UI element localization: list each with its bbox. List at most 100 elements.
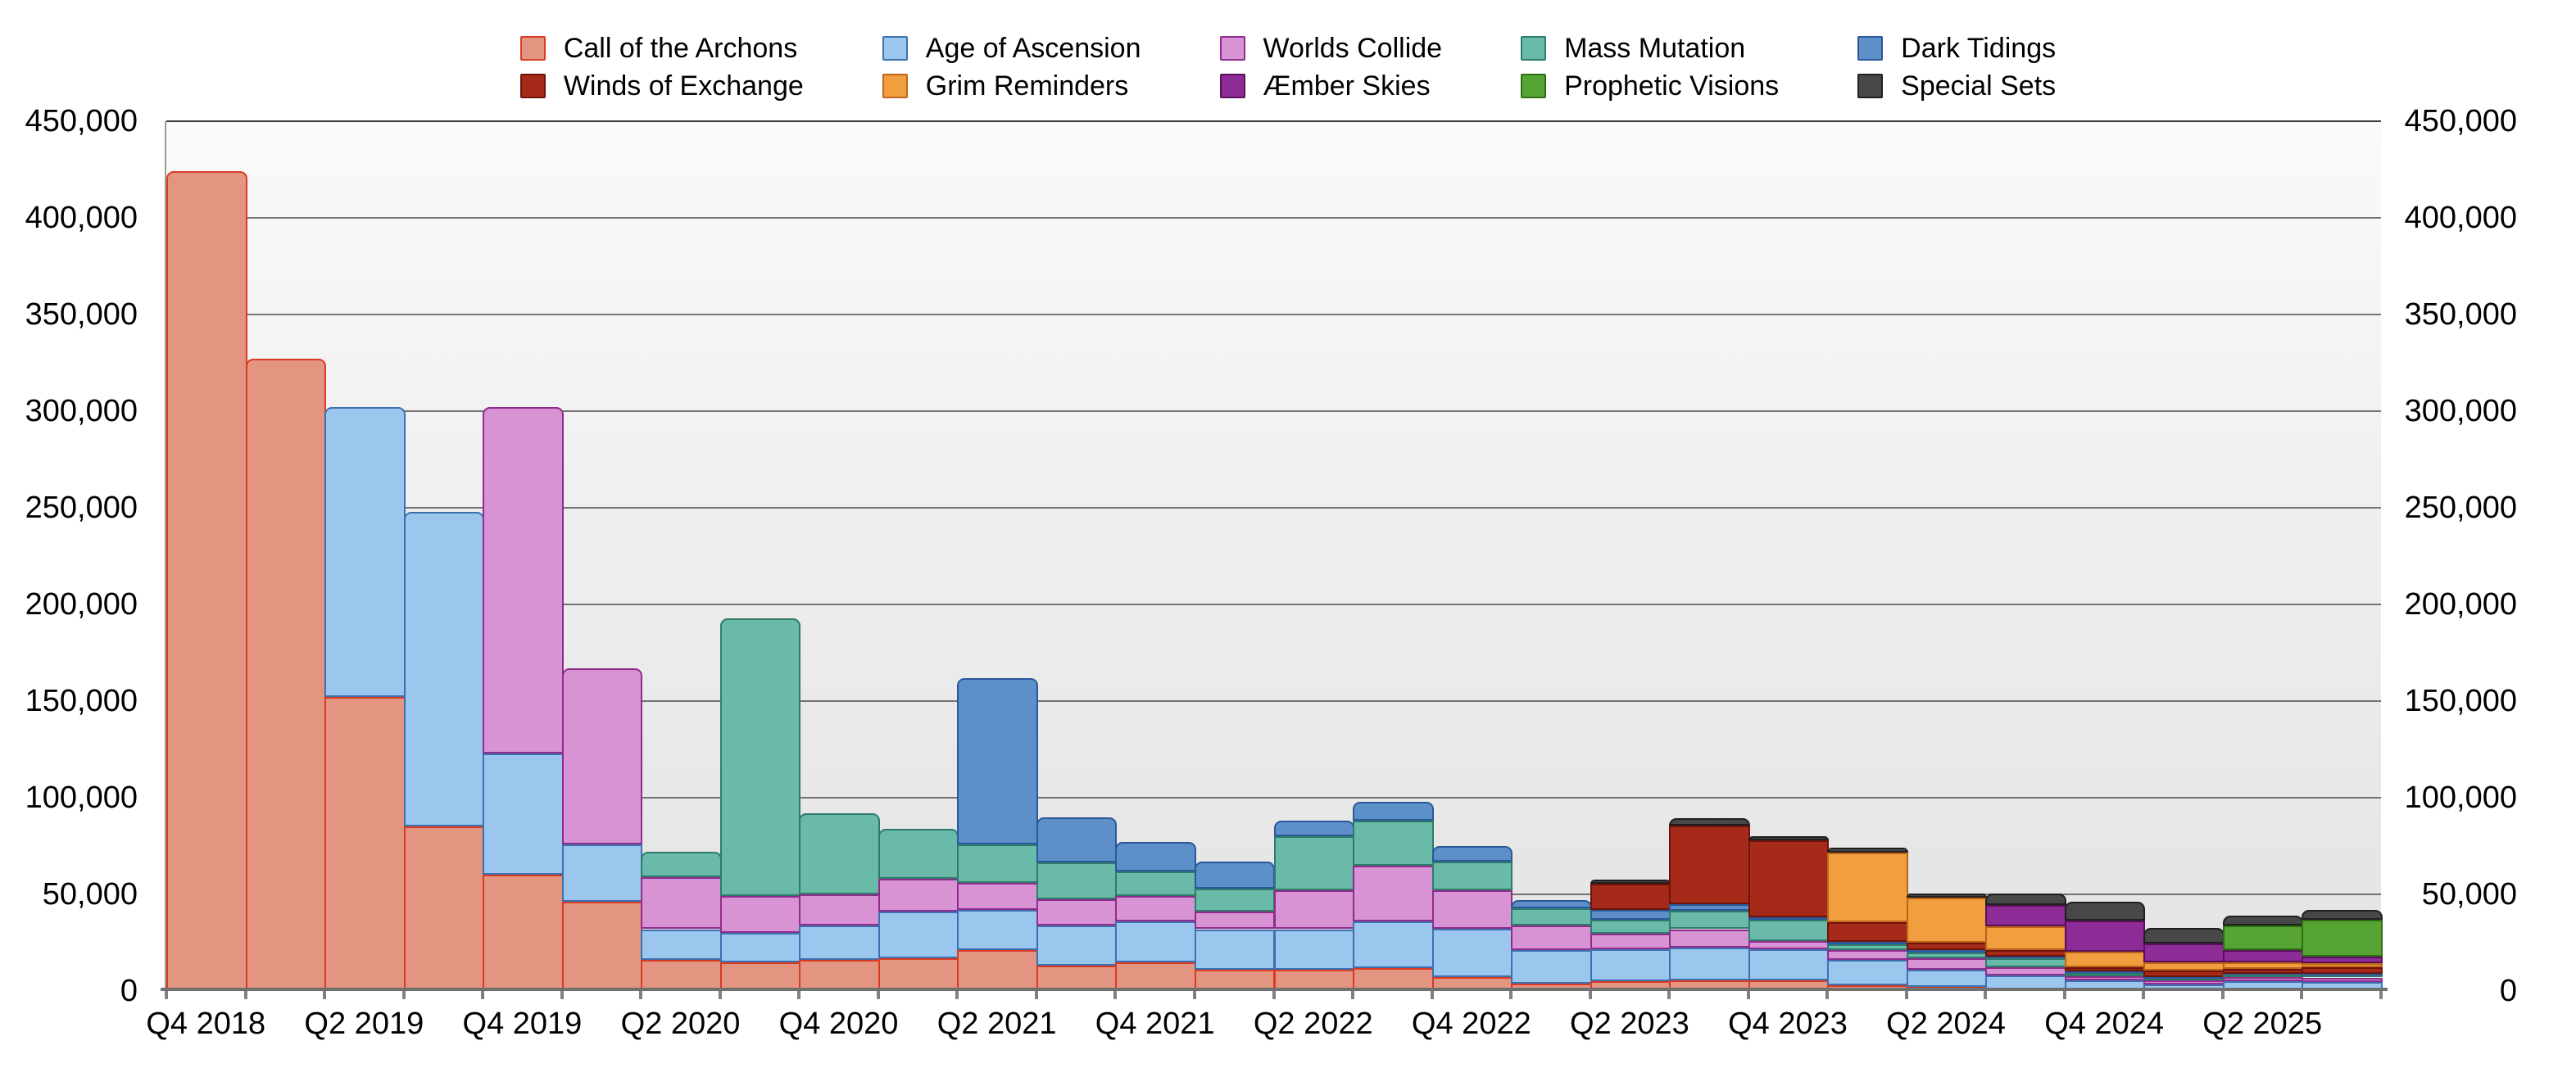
bar-segment[interactable] [1906,943,1988,951]
bar-segment[interactable] [2064,920,2146,952]
bar-segment[interactable] [2302,977,2383,983]
bar-segment[interactable] [483,407,564,753]
bar-segment[interactable] [719,896,801,934]
bar-segment[interactable] [2143,962,2225,971]
bar-segment[interactable] [799,960,880,991]
bar-segment[interactable] [2222,968,2304,974]
bar-segment[interactable] [957,677,1038,844]
bar-segment[interactable] [641,929,722,961]
bar-segment[interactable] [1511,950,1592,984]
bar-segment[interactable] [1827,950,1908,961]
bar-segment[interactable] [799,812,880,894]
bar-segment[interactable] [2143,971,2225,978]
bar-segment[interactable] [2302,909,2383,920]
bar-segment[interactable] [1273,836,1355,891]
bar-segment[interactable] [1036,898,1118,925]
bar-segment[interactable] [1511,900,1592,908]
bar-segment[interactable] [1590,884,1671,910]
bar-segment[interactable] [1748,940,1830,950]
bar-segment[interactable] [1669,911,1750,930]
bar-segment[interactable] [1669,817,1750,826]
bar-segment[interactable] [1431,929,1513,978]
bar-segment[interactable] [1827,941,1908,945]
legend-item[interactable]: Mass Mutation [1521,33,1779,64]
bar-segment[interactable] [1590,880,1671,885]
legend-item[interactable]: Worlds Collide [1219,33,1442,64]
bar-segment[interactable] [2222,950,2304,962]
legend-item[interactable]: Æmber Skies [1219,70,1443,102]
bar-segment[interactable] [1906,897,1988,943]
bar-segment[interactable] [1906,970,1988,988]
bar-segment[interactable] [1827,960,1908,985]
legend-item[interactable]: Grim Reminders [882,70,1141,102]
bar-segment[interactable] [1115,962,1196,991]
bar-segment[interactable] [878,879,959,912]
bar-segment[interactable] [2143,943,2225,962]
bar-segment[interactable] [1827,848,1908,853]
bar-segment[interactable] [1827,944,1908,951]
bar-segment[interactable] [2064,972,2146,977]
bar-segment[interactable] [2222,925,2304,951]
bar-segment[interactable] [1748,949,1830,981]
bar-segment[interactable] [1115,842,1196,871]
bar-segment[interactable] [1985,925,2066,951]
bar-segment[interactable] [957,950,1038,991]
bar-segment[interactable] [878,957,959,991]
bar-segment[interactable] [324,697,406,991]
bar-segment[interactable] [1194,929,1276,971]
bar-segment[interactable] [878,912,959,958]
bar-segment[interactable] [1748,836,1830,840]
bar-segment[interactable] [1906,952,1988,958]
legend-item[interactable]: Winds of Exchange [519,70,804,102]
bar-segment[interactable] [245,359,327,991]
bar-segment[interactable] [719,933,801,962]
bar-segment[interactable] [1431,846,1513,862]
bar-segment[interactable] [641,960,722,991]
bar-segment[interactable] [1906,957,1988,971]
bar-segment[interactable] [1511,925,1592,951]
legend-item[interactable]: Call of the Archons [519,33,804,64]
bar-segment[interactable] [483,753,564,876]
bar-segment[interactable] [1353,801,1434,821]
legend-item[interactable]: Prophetic Visions [1521,70,1779,102]
bar-segment[interactable] [1431,861,1513,891]
bar-segment[interactable] [641,852,722,877]
bar-segment[interactable] [1590,934,1671,950]
bar-segment[interactable] [1036,862,1118,899]
bar-segment[interactable] [878,828,959,880]
bar-segment[interactable] [1194,912,1276,930]
bar-segment[interactable] [1194,888,1276,912]
bar-segment[interactable] [2064,976,2146,981]
bar-segment[interactable] [1906,893,1988,898]
bar-segment[interactable] [1511,907,1592,925]
bar-segment[interactable] [403,511,485,827]
bar-segment[interactable] [1827,922,1908,942]
bar-segment[interactable] [719,962,801,991]
bar-segment[interactable] [641,876,722,930]
bar-segment[interactable] [1590,919,1671,934]
bar-segment[interactable] [2143,928,2225,944]
bar-segment[interactable] [1985,950,2066,957]
bar-segment[interactable] [2302,919,2383,957]
bar-segment[interactable] [2222,974,2304,978]
bar-segment[interactable] [324,407,406,698]
bar-segment[interactable] [1985,966,2066,976]
bar-segment[interactable] [166,171,247,991]
bar-segment[interactable] [2064,951,2146,967]
bar-segment[interactable] [1985,893,2066,905]
bar-segment[interactable] [1353,921,1434,968]
bar-segment[interactable] [1748,839,1830,918]
bar-segment[interactable] [1669,947,1750,981]
bar-segment[interactable] [719,618,801,897]
legend-item[interactable]: Dark Tidings [1857,33,2056,64]
bar-segment[interactable] [1115,871,1196,897]
bar-segment[interactable] [799,925,880,961]
bar-segment[interactable] [561,902,643,991]
bar-segment[interactable] [2222,915,2304,925]
bar-segment[interactable] [1669,826,1750,904]
bar-segment[interactable] [1115,921,1196,962]
bar-segment[interactable] [1590,909,1671,920]
legend-item[interactable]: Special Sets [1857,70,2056,102]
bar-segment[interactable] [957,909,1038,951]
bar-segment[interactable] [483,875,564,991]
